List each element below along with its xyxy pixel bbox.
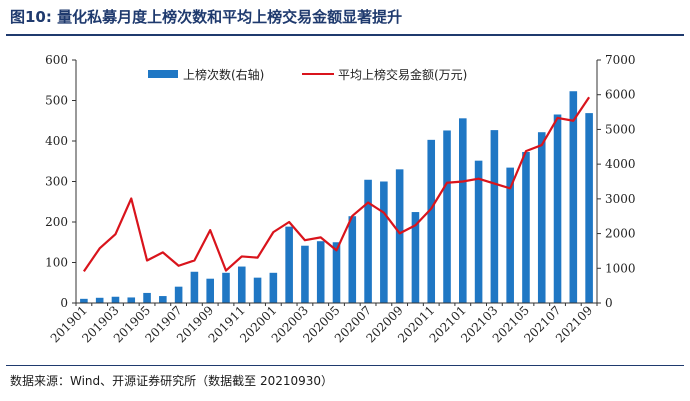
y-left-tick-label: 100 <box>45 256 68 270</box>
bar <box>443 130 451 303</box>
y-right-tick-label: 5000 <box>605 122 636 136</box>
title-rule <box>6 34 684 36</box>
chart: 0100200300400500600010002000300040005000… <box>45 53 636 346</box>
legend-bar-swatch <box>148 70 178 78</box>
y-left-tick-label: 500 <box>45 94 68 108</box>
bar <box>206 278 214 303</box>
legend: 上榜次数(右轴) 平均上榜交易金额(万元) <box>148 67 467 82</box>
bar <box>222 272 230 303</box>
y-left-tick-label: 300 <box>45 175 68 189</box>
y-right-tick-label: 2000 <box>605 227 636 241</box>
y-right-tick-label: 7000 <box>605 53 636 67</box>
bar <box>159 296 167 303</box>
bar <box>585 113 593 303</box>
bar <box>411 212 420 303</box>
bar <box>364 179 372 303</box>
legend-line-label: 平均上榜交易金额(万元) <box>338 67 467 82</box>
y-left-tick-label: 200 <box>45 215 68 229</box>
y-right-tick-label: 3000 <box>605 192 636 206</box>
bar <box>332 242 341 303</box>
legend-bar-label: 上榜次数(右轴) <box>183 67 264 82</box>
bar <box>253 277 262 303</box>
bar <box>506 167 514 303</box>
bar <box>174 286 183 303</box>
bar <box>237 266 246 303</box>
bar <box>127 297 136 303</box>
bar <box>95 297 104 303</box>
bar <box>522 151 530 303</box>
bar <box>301 245 309 303</box>
figure-title: 图10: 量化私募月度上榜次数和平均上榜交易金额显著提升 <box>10 8 403 26</box>
bar <box>427 139 436 303</box>
bar <box>553 114 562 303</box>
bar <box>143 292 151 303</box>
bar <box>380 181 388 303</box>
bar <box>269 272 278 303</box>
bar <box>395 169 404 303</box>
y-right-tick-label: 1000 <box>605 261 636 275</box>
y-left-tick-label: 0 <box>60 296 68 310</box>
y-right-tick-label: 0 <box>605 296 613 310</box>
avg-amount-line <box>82 96 591 273</box>
y-right-tick-label: 4000 <box>605 157 636 171</box>
line-series <box>82 96 591 273</box>
bar <box>348 216 357 303</box>
bar <box>111 296 120 303</box>
source-note: 数据来源：Wind、开源证券研究所（数据截至 20210930） <box>10 374 334 388</box>
bar <box>190 271 199 303</box>
y-left-tick-label: 600 <box>45 53 68 67</box>
source-rule <box>6 365 684 366</box>
bar <box>474 160 483 303</box>
bar <box>537 132 546 303</box>
bar <box>316 241 325 303</box>
bar <box>80 298 88 303</box>
bar <box>285 226 293 303</box>
bar-series <box>80 91 593 304</box>
bar <box>490 130 499 303</box>
bar <box>459 118 467 303</box>
bar <box>569 91 578 304</box>
y-right-tick-label: 6000 <box>605 88 636 102</box>
y-left-tick-label: 400 <box>45 134 68 148</box>
